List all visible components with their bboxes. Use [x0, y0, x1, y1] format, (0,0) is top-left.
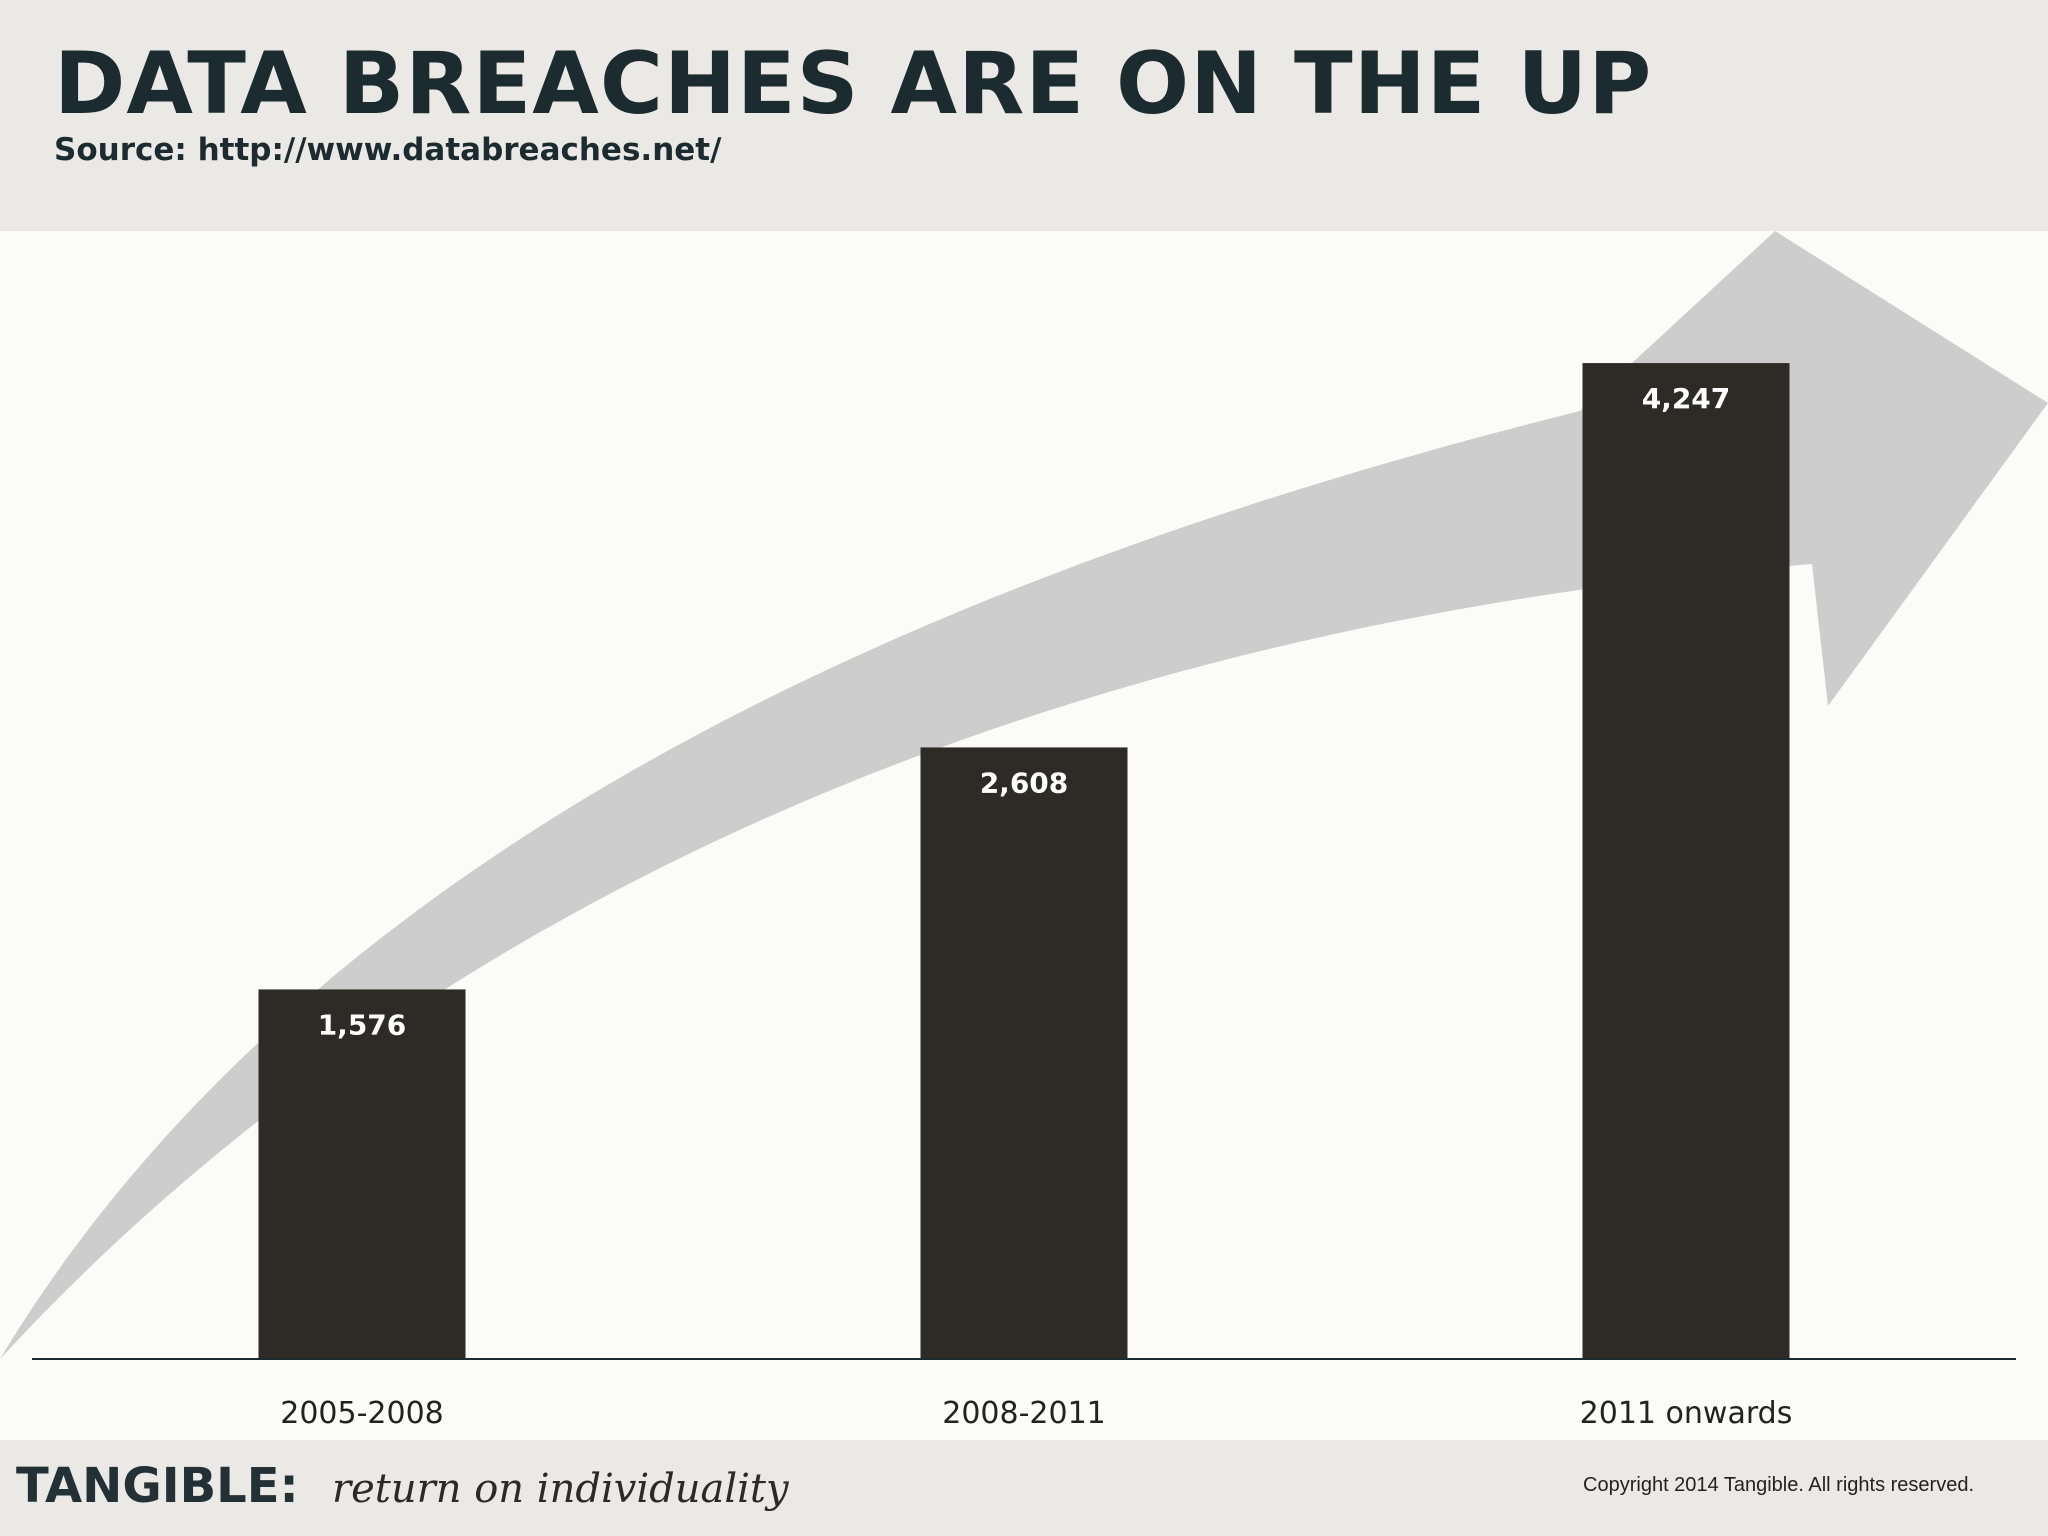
trend-arrow-decoration: [0, 231, 2048, 1359]
bar-value-label: 2,608: [980, 766, 1069, 799]
brand-tagline: return on individuality: [332, 1466, 789, 1512]
bar-value-label: 1,576: [318, 1008, 407, 1041]
bar-2005-2008: [258, 989, 466, 1359]
bar-value-label: 4,247: [1642, 382, 1731, 415]
copyright-notice: Copyright 2014 Tangible. All rights rese…: [1583, 1474, 1974, 1496]
x-tick-label: 2005-2008: [280, 1396, 444, 1431]
chart-area: 1,576 2,608 4,247 2005-2008 2008-2011 2011 o…: [0, 231, 2048, 1440]
header-band: DATA BREACHES ARE ON THE UP Source: http…: [0, 0, 2048, 231]
footer-band: TANGIBLE: return on individuality Copyri…: [0, 1440, 2048, 1536]
bar-chart: 1,576 2,608 4,247 2005-2008 2008-2011 2011 o…: [0, 231, 2048, 1431]
x-tick-label: 2011 onwards: [1580, 1396, 1793, 1431]
bar-2011-onwards: [1582, 363, 1790, 1359]
brand-logo-text: TANGIBLE:: [16, 1458, 299, 1514]
x-tick-label: 2008-2011: [942, 1396, 1106, 1431]
source-line: Source: http://www.databreaches.net/: [54, 132, 722, 168]
bar-2008-2011: [920, 747, 1128, 1359]
page-title: DATA BREACHES ARE ON THE UP: [54, 34, 1653, 134]
